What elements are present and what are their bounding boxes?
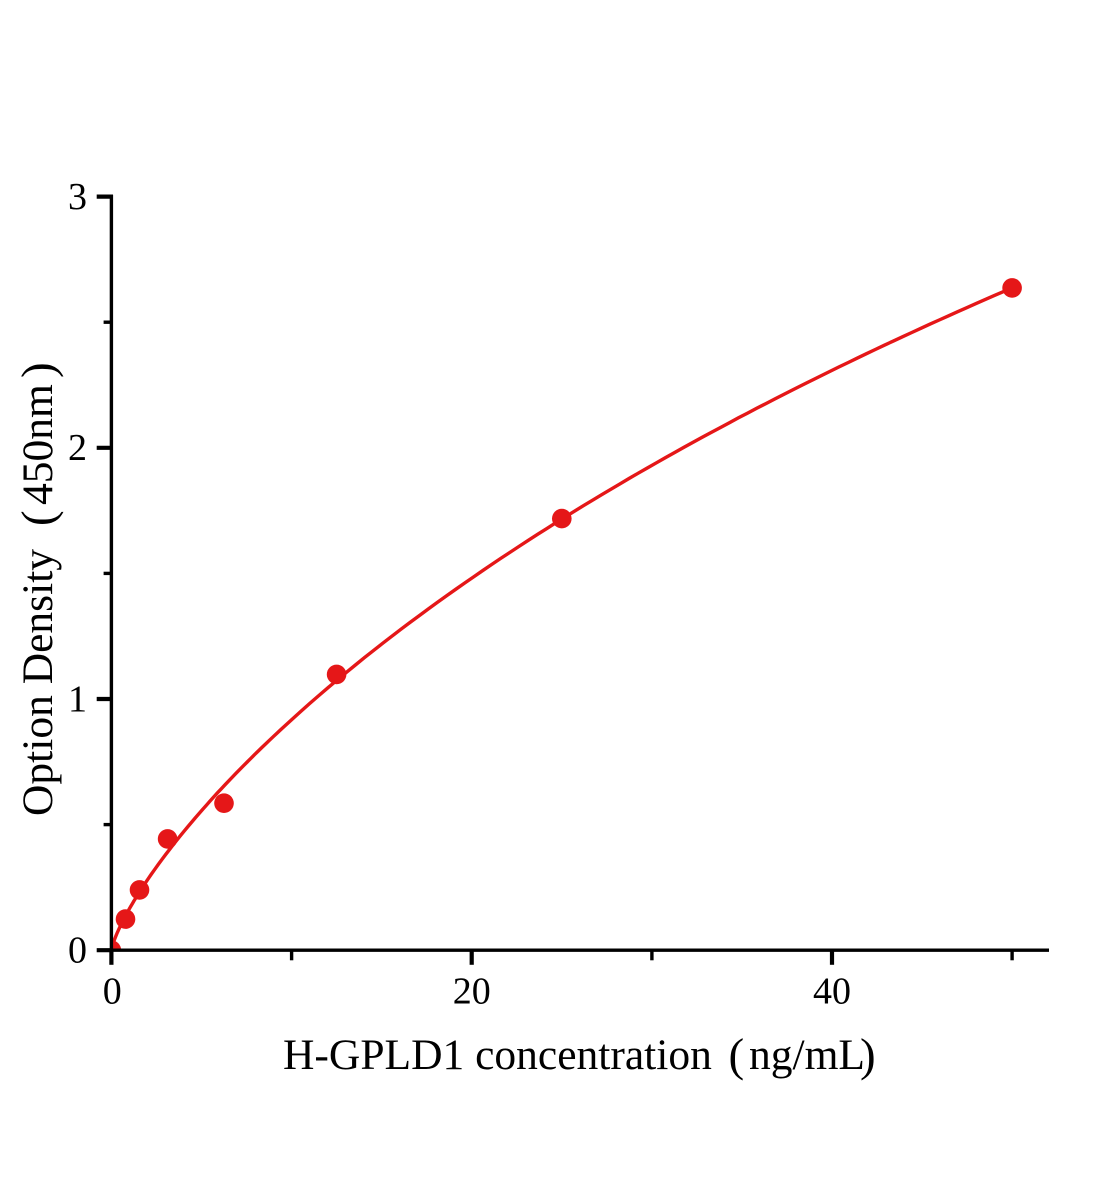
- svg-text:(: (: [729, 1030, 745, 1082]
- svg-text:1: 1: [68, 678, 87, 720]
- svg-text:H-GPLD1 concentration: H-GPLD1 concentration: [283, 1031, 712, 1079]
- svg-text:40: 40: [813, 970, 851, 1012]
- svg-text:3: 3: [68, 176, 87, 218]
- svg-text:(: (: [13, 510, 65, 526]
- svg-text:): ): [860, 1030, 876, 1082]
- svg-text:450nm: 450nm: [14, 384, 62, 505]
- svg-text:0: 0: [103, 970, 122, 1012]
- svg-text:ng/mL: ng/mL: [749, 1031, 865, 1079]
- svg-text:0: 0: [68, 930, 87, 972]
- svg-text:Option Density: Option Density: [14, 549, 62, 816]
- svg-text:20: 20: [453, 970, 491, 1012]
- svg-text:2: 2: [68, 427, 87, 469]
- svg-text:): ): [13, 362, 65, 378]
